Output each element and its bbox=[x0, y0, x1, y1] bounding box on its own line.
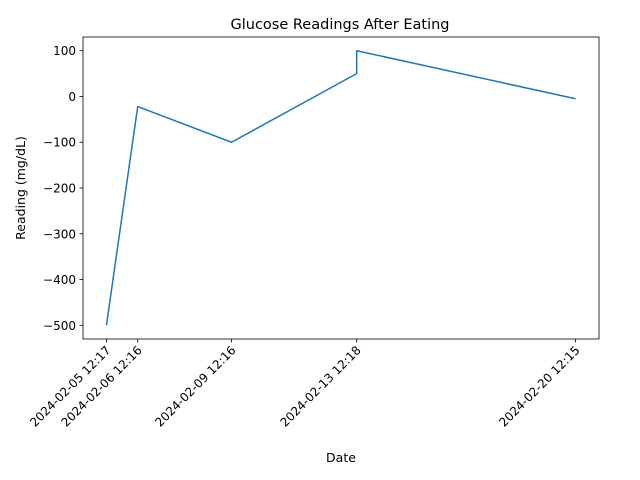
series-line bbox=[105, 49, 576, 326]
y-tick-label: −100 bbox=[43, 136, 76, 150]
y-tick-label: −300 bbox=[43, 227, 76, 241]
y-tick-label: 100 bbox=[53, 44, 76, 58]
chart-title: Glucose Readings After Eating bbox=[231, 17, 450, 33]
y-tick-label: 0 bbox=[68, 90, 76, 104]
y-axis: 100 0 −100 −200 −300 −400 −500 bbox=[43, 44, 83, 333]
y-tick-label: −500 bbox=[43, 319, 76, 333]
y-tick-label: −400 bbox=[43, 273, 76, 287]
x-axis-label: Date bbox=[326, 450, 356, 465]
plot-frame bbox=[82, 36, 600, 340]
y-tick-label: −200 bbox=[43, 182, 76, 196]
y-axis-label: Reading (mg/dL) bbox=[13, 136, 28, 240]
